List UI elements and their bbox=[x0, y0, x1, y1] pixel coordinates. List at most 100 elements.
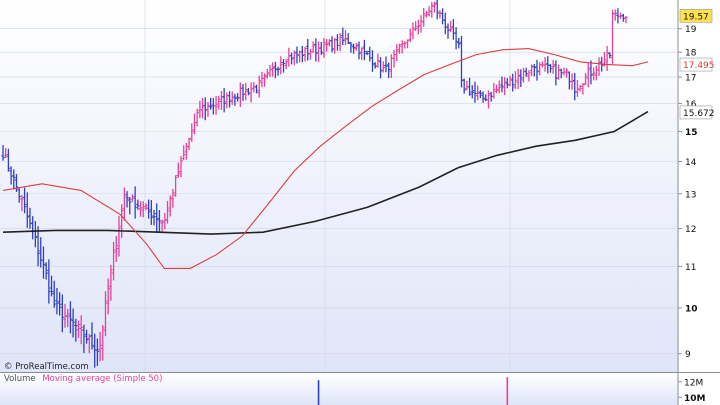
ohlc-bar bbox=[203, 97, 208, 121]
ohlc-bar bbox=[354, 42, 359, 51]
ohlc-bar bbox=[618, 12, 623, 19]
ohlc-bar bbox=[216, 95, 221, 110]
ohlc-bar bbox=[581, 83, 585, 95]
ohlc-bar bbox=[57, 292, 62, 316]
ohlc-bar bbox=[381, 61, 386, 73]
ohlc-bar bbox=[160, 219, 164, 234]
ohlc-bar bbox=[3, 148, 8, 159]
ohlc-bar bbox=[502, 77, 507, 96]
ohlc-bar bbox=[179, 156, 183, 178]
y-tick-label: 12 bbox=[685, 225, 696, 235]
ohlc-bar bbox=[408, 28, 413, 43]
volume-panel: 12M 10M bbox=[317, 377, 706, 405]
ohlc-bar bbox=[359, 47, 364, 60]
ohlc-bar bbox=[181, 145, 186, 161]
ohlc-bar bbox=[397, 43, 402, 54]
ohlc-bar bbox=[521, 67, 526, 83]
ohlc-bar bbox=[14, 174, 19, 192]
ohlc-bar bbox=[168, 195, 173, 217]
ohlc-bar bbox=[300, 45, 305, 63]
ohlc-bar bbox=[52, 280, 57, 308]
price-badge: 19.57 bbox=[679, 8, 713, 23]
ohlc-bar bbox=[535, 59, 539, 81]
ohlc-bar bbox=[200, 98, 205, 119]
ohlc-bar bbox=[176, 162, 181, 178]
ohlc-bar bbox=[1, 144, 5, 161]
ohlc-bar bbox=[564, 68, 569, 78]
ohlc-bar bbox=[208, 97, 213, 110]
ohlc-bar bbox=[510, 73, 515, 92]
source-label: © ProRealTime.com bbox=[4, 362, 89, 372]
ohlc-bar bbox=[570, 73, 574, 90]
ohlc-bar bbox=[257, 75, 262, 98]
ohlc-bar bbox=[494, 84, 499, 94]
ohlc-bar bbox=[394, 44, 399, 62]
ohlc-bar bbox=[330, 36, 334, 53]
ohlc-bar bbox=[154, 203, 159, 233]
ohlc-bar bbox=[424, 10, 429, 18]
ohlc-bar bbox=[214, 95, 218, 115]
y-tick-label: 18 bbox=[685, 49, 697, 59]
ohlc-bar bbox=[586, 63, 591, 88]
ohlc-bar bbox=[456, 37, 461, 49]
svg-text:19.57: 19.57 bbox=[683, 12, 709, 22]
ohlc-bar bbox=[206, 101, 210, 117]
ohlc-bar bbox=[583, 73, 588, 86]
ohlc-bar bbox=[100, 325, 105, 361]
ohlc-bar bbox=[435, 0, 440, 20]
ohlc-bar bbox=[470, 85, 475, 99]
y-tick-label: 19 bbox=[685, 25, 697, 35]
y-tick-label: 10 bbox=[685, 304, 698, 314]
ohlc-bar bbox=[254, 84, 259, 94]
ohlc-bar bbox=[60, 294, 65, 333]
ohlc-bar bbox=[44, 262, 48, 280]
ohlc-bar bbox=[386, 62, 391, 79]
ohlc-bar bbox=[405, 39, 410, 49]
ohlc-bar bbox=[173, 175, 178, 197]
ohlc-bar bbox=[249, 82, 253, 103]
ohlc-bar bbox=[543, 57, 547, 72]
ohlc-bar bbox=[76, 320, 81, 338]
ohlc-bar bbox=[527, 70, 531, 82]
ohlc-bar bbox=[589, 60, 593, 85]
ohlc-bar bbox=[49, 275, 54, 297]
price-panel-background bbox=[0, 0, 678, 372]
ohlc-bar bbox=[432, 1, 437, 13]
ohlc-bar bbox=[222, 88, 226, 113]
ohlc-bar bbox=[36, 226, 40, 267]
ohlc-bar bbox=[227, 91, 232, 108]
ohlc-bar bbox=[144, 203, 148, 211]
ohlc-bar bbox=[84, 329, 89, 344]
ohlc-bar bbox=[532, 64, 537, 77]
ohlc-bar bbox=[165, 200, 170, 224]
ohlc-bar bbox=[621, 13, 626, 22]
ohlc-bar bbox=[278, 56, 283, 75]
y-tick-label: 9 bbox=[685, 350, 691, 360]
ohlc-bar bbox=[152, 209, 156, 226]
ohlc-bar bbox=[314, 38, 318, 62]
ohlc-bar bbox=[262, 73, 267, 87]
ohlc-bar bbox=[421, 7, 426, 27]
ohlc-bar bbox=[149, 200, 154, 225]
ohlc-bar bbox=[608, 52, 612, 59]
ohlc-bar bbox=[486, 90, 491, 109]
ohlc-bar bbox=[413, 21, 418, 31]
ohlc-bar bbox=[411, 22, 415, 40]
ohlc-bar bbox=[157, 209, 162, 232]
ohlc-bar bbox=[111, 241, 116, 281]
ohlc-bar bbox=[446, 23, 450, 39]
ohlc-bar bbox=[11, 169, 16, 190]
ohlc-bar bbox=[138, 201, 143, 217]
ohlc-bar bbox=[554, 60, 558, 86]
ohlc-bar bbox=[246, 88, 251, 96]
y-tick-label: 16 bbox=[685, 100, 697, 110]
ohlc-bar bbox=[65, 308, 70, 328]
ohlc-bar bbox=[492, 82, 496, 99]
y-tick-label: 13 bbox=[685, 190, 696, 200]
y-tick-label: 17 bbox=[685, 74, 696, 84]
ohlc-bar bbox=[47, 259, 51, 304]
volume-label: Volume bbox=[4, 374, 36, 384]
ohlc-bar bbox=[500, 76, 504, 93]
